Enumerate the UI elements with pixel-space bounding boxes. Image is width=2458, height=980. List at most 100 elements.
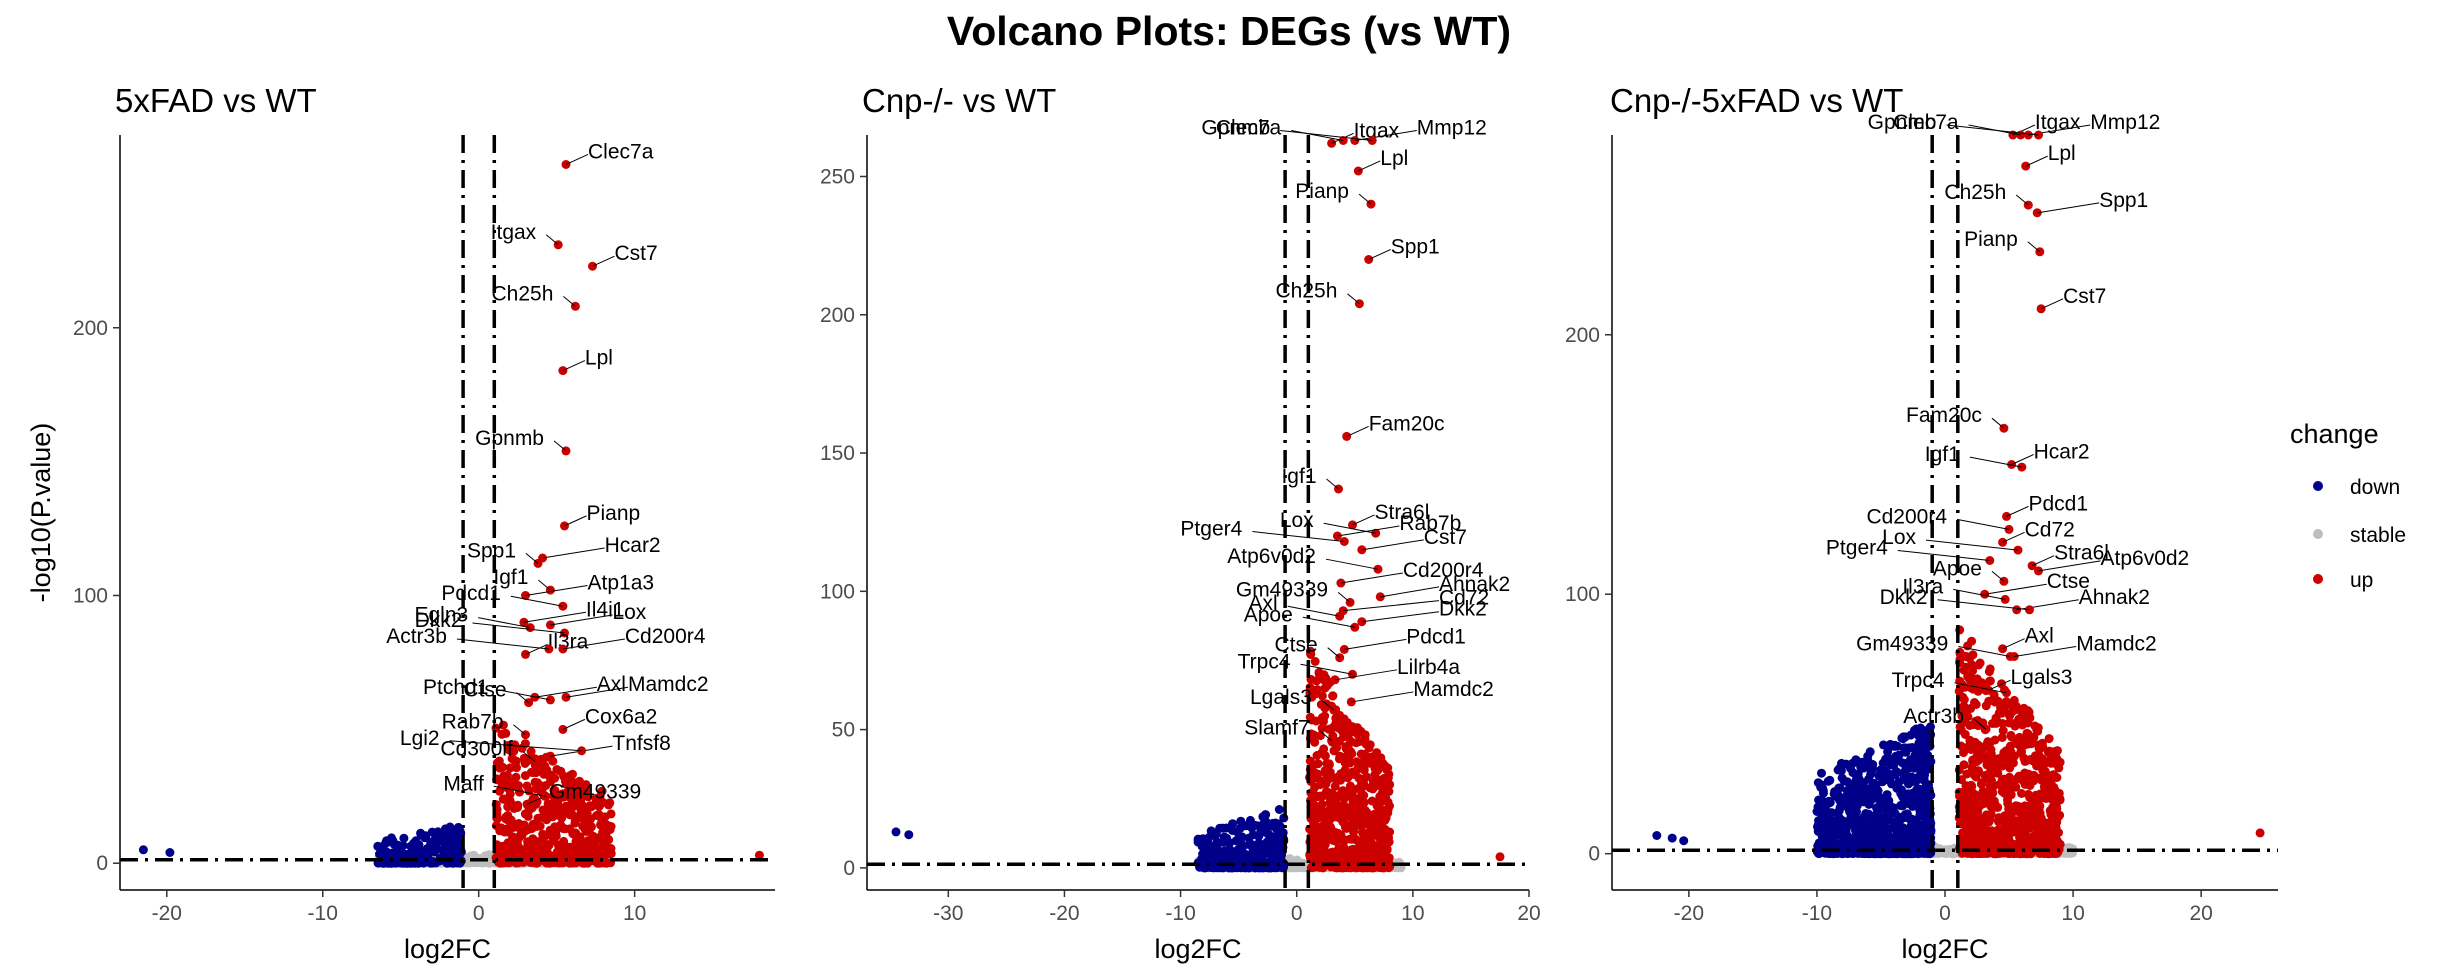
- label-leader-line: [1327, 647, 1341, 659]
- label-leader-line: [1343, 600, 1440, 612]
- label-leader-line: [564, 515, 587, 527]
- point-down: [1265, 838, 1275, 848]
- x-tick-label: -10: [1165, 902, 1195, 925]
- label-leader-line: [1302, 616, 1355, 628]
- point-cloud: [1193, 646, 1406, 873]
- point-up: [1337, 726, 1347, 736]
- label-leader-line: [538, 579, 551, 591]
- panel-title: Cnp-/-5xFAD vs WT: [1610, 82, 1903, 119]
- gene-label: Ch25h: [492, 282, 554, 305]
- label-leader-line: [562, 360, 586, 372]
- point-up-labeled: [525, 623, 535, 633]
- point-up: [1382, 853, 1391, 863]
- point-up: [1317, 713, 1327, 723]
- point-up-labeled: [522, 799, 532, 809]
- point-stable: [484, 850, 494, 860]
- point-up-labeled: [1350, 622, 1360, 632]
- point-up: [1385, 780, 1395, 790]
- point-up: [552, 847, 562, 857]
- y-tick-label: 100: [820, 580, 855, 603]
- gene-label: Cst7: [1424, 526, 1467, 549]
- point-up: [1347, 845, 1356, 855]
- label-leader-line: [562, 718, 586, 730]
- gene-label: Gm49339: [549, 780, 641, 803]
- label-leader-line: [1361, 611, 1440, 623]
- point-up: [606, 849, 616, 859]
- gene-label: Slamf7: [1244, 717, 1309, 740]
- point-up: [1336, 830, 1346, 840]
- gene-label: Hcar2: [605, 534, 661, 557]
- gene-label: Lox: [1280, 509, 1314, 532]
- gene-label: Pianp: [1295, 180, 1349, 203]
- label-leader-line: [456, 638, 549, 650]
- point-cloud: [1812, 625, 2078, 859]
- main-title: Volcano Plots: DEGs (vs WT): [947, 8, 1511, 54]
- point-down: [1234, 844, 1244, 854]
- point-up: [1317, 723, 1327, 733]
- point-up: [1333, 806, 1343, 815]
- point-up: [1368, 784, 1378, 794]
- point-up: [1357, 848, 1367, 858]
- point-up: [1376, 779, 1386, 789]
- gene-label: Lpl: [585, 347, 613, 370]
- point-up: [1383, 804, 1393, 814]
- label-leader-line: [1344, 638, 1407, 650]
- point-down: [891, 827, 901, 837]
- point-up: [558, 824, 568, 833]
- point-up: [1325, 814, 1335, 824]
- gene-label: Tnfsf8: [612, 732, 670, 755]
- point-up: [1320, 751, 1330, 761]
- point-up: [531, 856, 541, 866]
- point-up: [569, 846, 579, 856]
- gene-label: Maff: [443, 772, 484, 795]
- x-tick-label: 20: [1517, 902, 1540, 925]
- point-up: [1337, 786, 1347, 796]
- x-tick-label: 0: [1291, 902, 1303, 925]
- gene-label: Cd200r4: [625, 625, 706, 648]
- point-up: [582, 837, 592, 847]
- point-up: [514, 781, 523, 790]
- gene-label: Ptger4: [1180, 518, 1242, 541]
- point-up: [1370, 847, 1380, 856]
- point-down: [392, 847, 402, 857]
- point-up: [1360, 817, 1370, 827]
- y-tick-label: 150: [820, 442, 855, 465]
- point-down: [416, 828, 426, 838]
- point-up: [1321, 769, 1331, 779]
- label-leader-line: [1347, 293, 1360, 305]
- y-axis-title: -log10(P.value): [26, 423, 56, 603]
- point-up: [598, 829, 608, 839]
- point-up: [1381, 764, 1391, 774]
- gene-label: Ch25h: [1276, 280, 1338, 303]
- label-leader-line: [1252, 531, 1345, 543]
- point-up: [1310, 800, 1319, 810]
- x-tick-label: -30: [933, 902, 963, 925]
- point-down: [1271, 823, 1281, 833]
- point-down: [1274, 805, 1284, 814]
- gene-label: Spp1: [1391, 236, 1440, 259]
- point-up: [556, 766, 565, 776]
- point-up: [575, 813, 585, 823]
- point-up: [1365, 758, 1374, 768]
- label-leader-line: [1334, 669, 1398, 681]
- point-up: [508, 818, 518, 828]
- y-tick-label: 0: [96, 852, 108, 875]
- label-leader-line: [1368, 248, 1391, 260]
- point-down: [1235, 823, 1245, 833]
- point-up: [544, 841, 554, 851]
- point-up: [1314, 667, 1324, 677]
- point-down: [399, 833, 409, 843]
- gene-label: Ptchd1: [423, 676, 488, 699]
- point-up: [1312, 822, 1322, 832]
- gene-label: Igf1: [1281, 465, 1316, 488]
- point-up-labeled: [1339, 644, 1349, 654]
- label-leader-line: [545, 234, 559, 246]
- label-leader-line: [525, 643, 548, 655]
- gene-label: Apoe: [1244, 603, 1293, 626]
- point-down: [904, 830, 914, 840]
- point-down: [1197, 841, 1207, 851]
- point-up: [1367, 825, 1377, 835]
- label-leader-line: [1358, 160, 1381, 172]
